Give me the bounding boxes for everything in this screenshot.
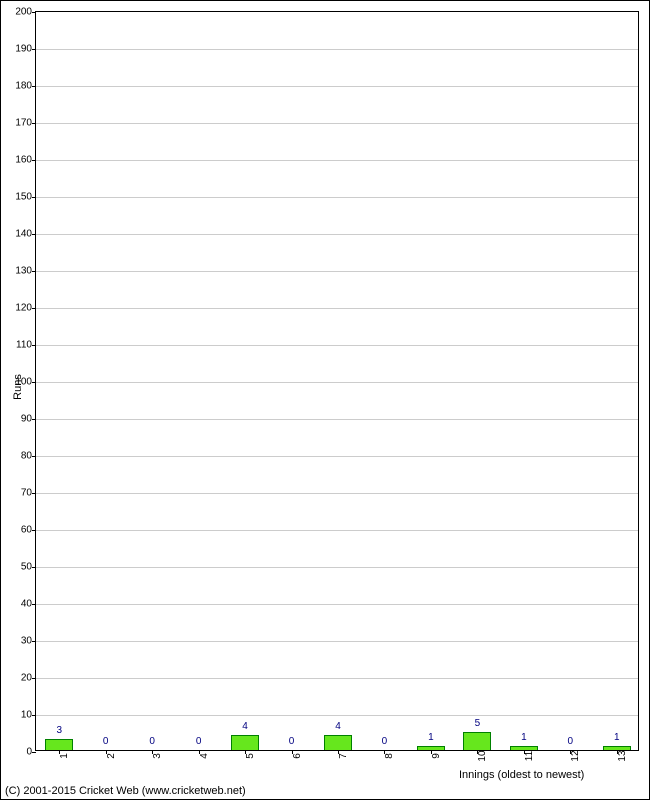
bar-value-label: 4 — [242, 721, 248, 732]
bar-value-label: 0 — [103, 736, 109, 747]
ytick-label: 20 — [21, 673, 32, 684]
plot-area: 0102030405060708090100110120130140150160… — [35, 11, 639, 751]
y-axis-label: Runs — [12, 374, 24, 400]
ytick-label: 50 — [21, 562, 32, 573]
xtick-label: 12 — [570, 750, 581, 761]
ytick-mark — [32, 641, 36, 642]
ytick-label: 0 — [26, 747, 32, 758]
ytick-mark — [32, 12, 36, 13]
gridline — [36, 271, 638, 272]
bar-value-label: 4 — [335, 721, 341, 732]
bar-value-label: 0 — [568, 736, 574, 747]
ytick-mark — [32, 419, 36, 420]
ytick-mark — [32, 197, 36, 198]
gridline — [36, 345, 638, 346]
gridline — [36, 604, 638, 605]
bar — [45, 739, 73, 750]
chart-container: 0102030405060708090100110120130140150160… — [0, 0, 650, 800]
bar-value-label: 3 — [56, 725, 62, 736]
ytick-mark — [32, 160, 36, 161]
xtick-label: 1 — [59, 753, 70, 759]
xtick-label: 10 — [477, 750, 488, 761]
gridline — [36, 456, 638, 457]
xtick-label: 6 — [292, 753, 303, 759]
ytick-label: 110 — [16, 340, 32, 351]
xtick-label: 7 — [338, 753, 349, 759]
ytick-label: 170 — [15, 118, 32, 129]
ytick-label: 60 — [21, 525, 32, 536]
ytick-mark — [32, 271, 36, 272]
ytick-label: 140 — [15, 229, 32, 240]
gridline — [36, 419, 638, 420]
ytick-label: 40 — [21, 599, 32, 610]
bar-value-label: 0 — [149, 736, 155, 747]
xtick-label: 5 — [245, 753, 256, 759]
ytick-mark — [32, 456, 36, 457]
gridline — [36, 493, 638, 494]
xtick-label: 2 — [106, 753, 117, 759]
ytick-mark — [32, 530, 36, 531]
ytick-mark — [32, 345, 36, 346]
gridline — [36, 641, 638, 642]
bar-value-label: 1 — [521, 732, 527, 743]
ytick-mark — [32, 49, 36, 50]
gridline — [36, 715, 638, 716]
gridline — [36, 123, 638, 124]
ytick-label: 90 — [21, 414, 32, 425]
ytick-mark — [32, 752, 36, 753]
ytick-label: 130 — [15, 266, 32, 277]
gridline — [36, 382, 638, 383]
bar — [463, 732, 491, 751]
bar-value-label: 1 — [428, 732, 434, 743]
copyright-text: (C) 2001-2015 Cricket Web (www.cricketwe… — [5, 785, 246, 797]
ytick-label: 150 — [15, 192, 32, 203]
ytick-mark — [32, 715, 36, 716]
x-axis-label: Innings (oldest to newest) — [459, 769, 584, 781]
bar — [324, 735, 352, 750]
ytick-mark — [32, 86, 36, 87]
ytick-mark — [32, 604, 36, 605]
ytick-label: 160 — [15, 155, 32, 166]
ytick-mark — [32, 567, 36, 568]
ytick-mark — [32, 123, 36, 124]
ytick-label: 190 — [15, 44, 32, 55]
gridline — [36, 530, 638, 531]
bar-value-label: 1 — [614, 732, 620, 743]
ytick-mark — [32, 234, 36, 235]
ytick-mark — [32, 308, 36, 309]
bar-value-label: 0 — [289, 736, 295, 747]
gridline — [36, 86, 638, 87]
gridline — [36, 567, 638, 568]
ytick-mark — [32, 493, 36, 494]
ytick-label: 200 — [15, 7, 32, 18]
xtick-label: 3 — [152, 753, 163, 759]
xtick-label: 8 — [384, 753, 395, 759]
ytick-label: 30 — [21, 636, 32, 647]
xtick-label: 4 — [199, 753, 210, 759]
bar-value-label: 5 — [475, 718, 481, 729]
xtick-label: 13 — [617, 750, 628, 761]
ytick-label: 10 — [21, 710, 32, 721]
gridline — [36, 197, 638, 198]
ytick-mark — [32, 382, 36, 383]
bar-value-label: 0 — [382, 736, 388, 747]
xtick-label: 9 — [431, 753, 442, 759]
xtick-label: 11 — [524, 751, 535, 761]
ytick-label: 80 — [21, 451, 32, 462]
gridline — [36, 234, 638, 235]
ytick-mark — [32, 678, 36, 679]
bar-value-label: 0 — [196, 736, 202, 747]
ytick-label: 180 — [15, 81, 32, 92]
ytick-label: 120 — [15, 303, 32, 314]
gridline — [36, 308, 638, 309]
gridline — [36, 678, 638, 679]
gridline — [36, 160, 638, 161]
ytick-label: 70 — [21, 488, 32, 499]
bar — [231, 735, 259, 750]
gridline — [36, 49, 638, 50]
